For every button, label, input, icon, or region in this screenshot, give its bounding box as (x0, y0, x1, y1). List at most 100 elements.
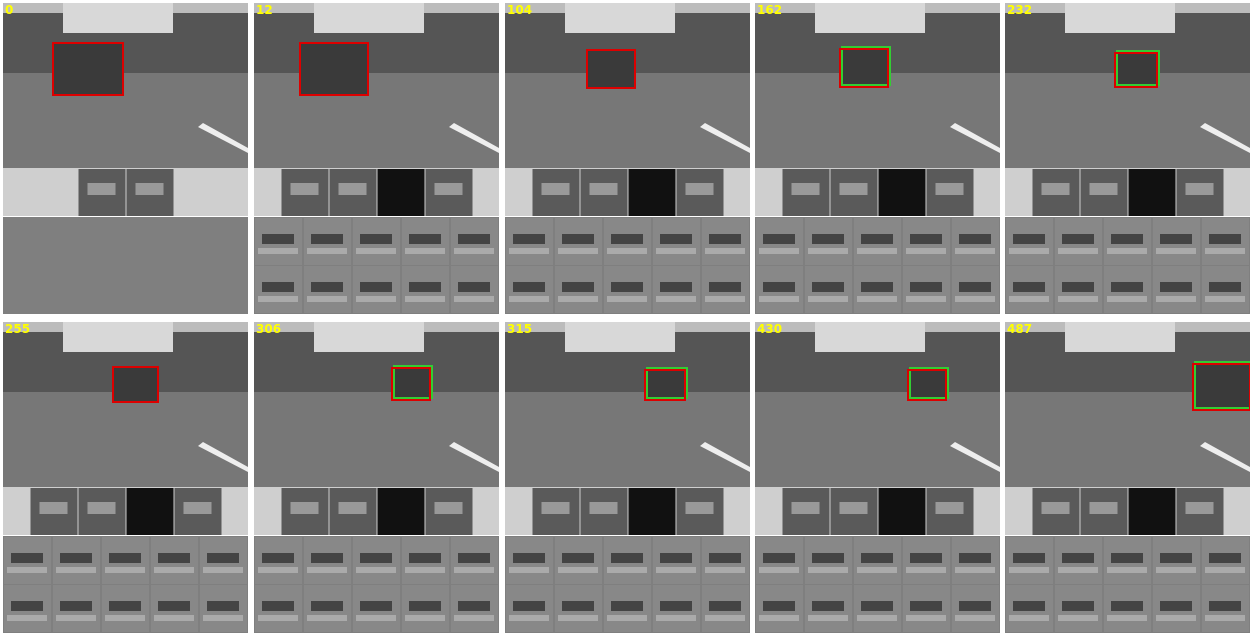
basis (109, 601, 141, 611)
template (377, 488, 425, 535)
basis (607, 248, 647, 254)
basis (1062, 234, 1094, 244)
basis (705, 296, 745, 302)
basis (1009, 615, 1049, 621)
basis (454, 248, 494, 254)
basis (857, 615, 897, 621)
trees (314, 3, 424, 33)
template (1128, 488, 1176, 535)
frame-panel: 162 (755, 3, 1000, 314)
basis (360, 234, 392, 244)
basis (709, 234, 741, 244)
car (587, 50, 635, 88)
basis (910, 282, 942, 292)
basis (258, 567, 298, 573)
track-box (586, 49, 636, 89)
basis (513, 234, 545, 244)
basis (660, 282, 692, 292)
basis (1062, 282, 1094, 292)
template (290, 183, 319, 195)
basis (1205, 567, 1245, 573)
basis (1013, 553, 1045, 563)
basis (311, 234, 343, 244)
frame-panel: 487 (1005, 322, 1250, 633)
basis (1156, 248, 1196, 254)
basis (454, 567, 494, 573)
basis (562, 553, 594, 563)
basis (11, 553, 43, 563)
basis (509, 248, 549, 254)
basis (7, 615, 47, 621)
basis (656, 567, 696, 573)
track-box (391, 367, 431, 401)
template (935, 502, 964, 514)
basis (1111, 601, 1143, 611)
track-box (909, 367, 949, 399)
frame-number: 12 (256, 3, 273, 17)
basis (709, 553, 741, 563)
basis (203, 615, 243, 621)
track-box (1114, 52, 1158, 88)
template (541, 183, 570, 195)
basis (759, 615, 799, 621)
template (434, 502, 463, 514)
trees (63, 3, 173, 33)
basis (1107, 615, 1147, 621)
basis (1058, 248, 1098, 254)
trees (815, 3, 925, 33)
basis (454, 296, 494, 302)
template (878, 169, 926, 216)
road (755, 73, 1000, 168)
basis (207, 553, 239, 563)
lane-marking (950, 442, 1000, 472)
lane-marking (1200, 442, 1250, 472)
basis (562, 282, 594, 292)
basis (812, 282, 844, 292)
basis (356, 296, 396, 302)
frame-number: 162 (757, 3, 782, 17)
template (685, 183, 714, 195)
basis (558, 615, 598, 621)
basis (360, 282, 392, 292)
basis (154, 567, 194, 573)
basis (808, 567, 848, 573)
basis (558, 248, 598, 254)
basis (1156, 296, 1196, 302)
basis (1107, 567, 1147, 573)
basis (311, 601, 343, 611)
basis (458, 601, 490, 611)
basis (959, 234, 991, 244)
road (1005, 73, 1250, 168)
basis (759, 567, 799, 573)
basis (11, 601, 43, 611)
basis (861, 553, 893, 563)
basis (158, 553, 190, 563)
road (254, 73, 499, 168)
track-box (1116, 50, 1160, 86)
basis (1107, 248, 1147, 254)
track-box (839, 48, 889, 88)
basis (562, 601, 594, 611)
frame-panel: 255 (3, 322, 248, 633)
template (1185, 502, 1214, 514)
basis (1013, 601, 1045, 611)
basis (262, 282, 294, 292)
basis (1111, 553, 1143, 563)
basis (1205, 248, 1245, 254)
basis (910, 234, 942, 244)
basis (709, 601, 741, 611)
template (87, 183, 116, 195)
basis (1156, 567, 1196, 573)
basis (307, 248, 347, 254)
basis (158, 601, 190, 611)
basis (857, 567, 897, 573)
car (645, 370, 685, 400)
lane-marking (1200, 123, 1250, 153)
road (755, 392, 1000, 487)
basis (611, 234, 643, 244)
basis (258, 615, 298, 621)
template (1185, 183, 1214, 195)
template (541, 502, 570, 514)
basis (861, 601, 893, 611)
basis (607, 567, 647, 573)
